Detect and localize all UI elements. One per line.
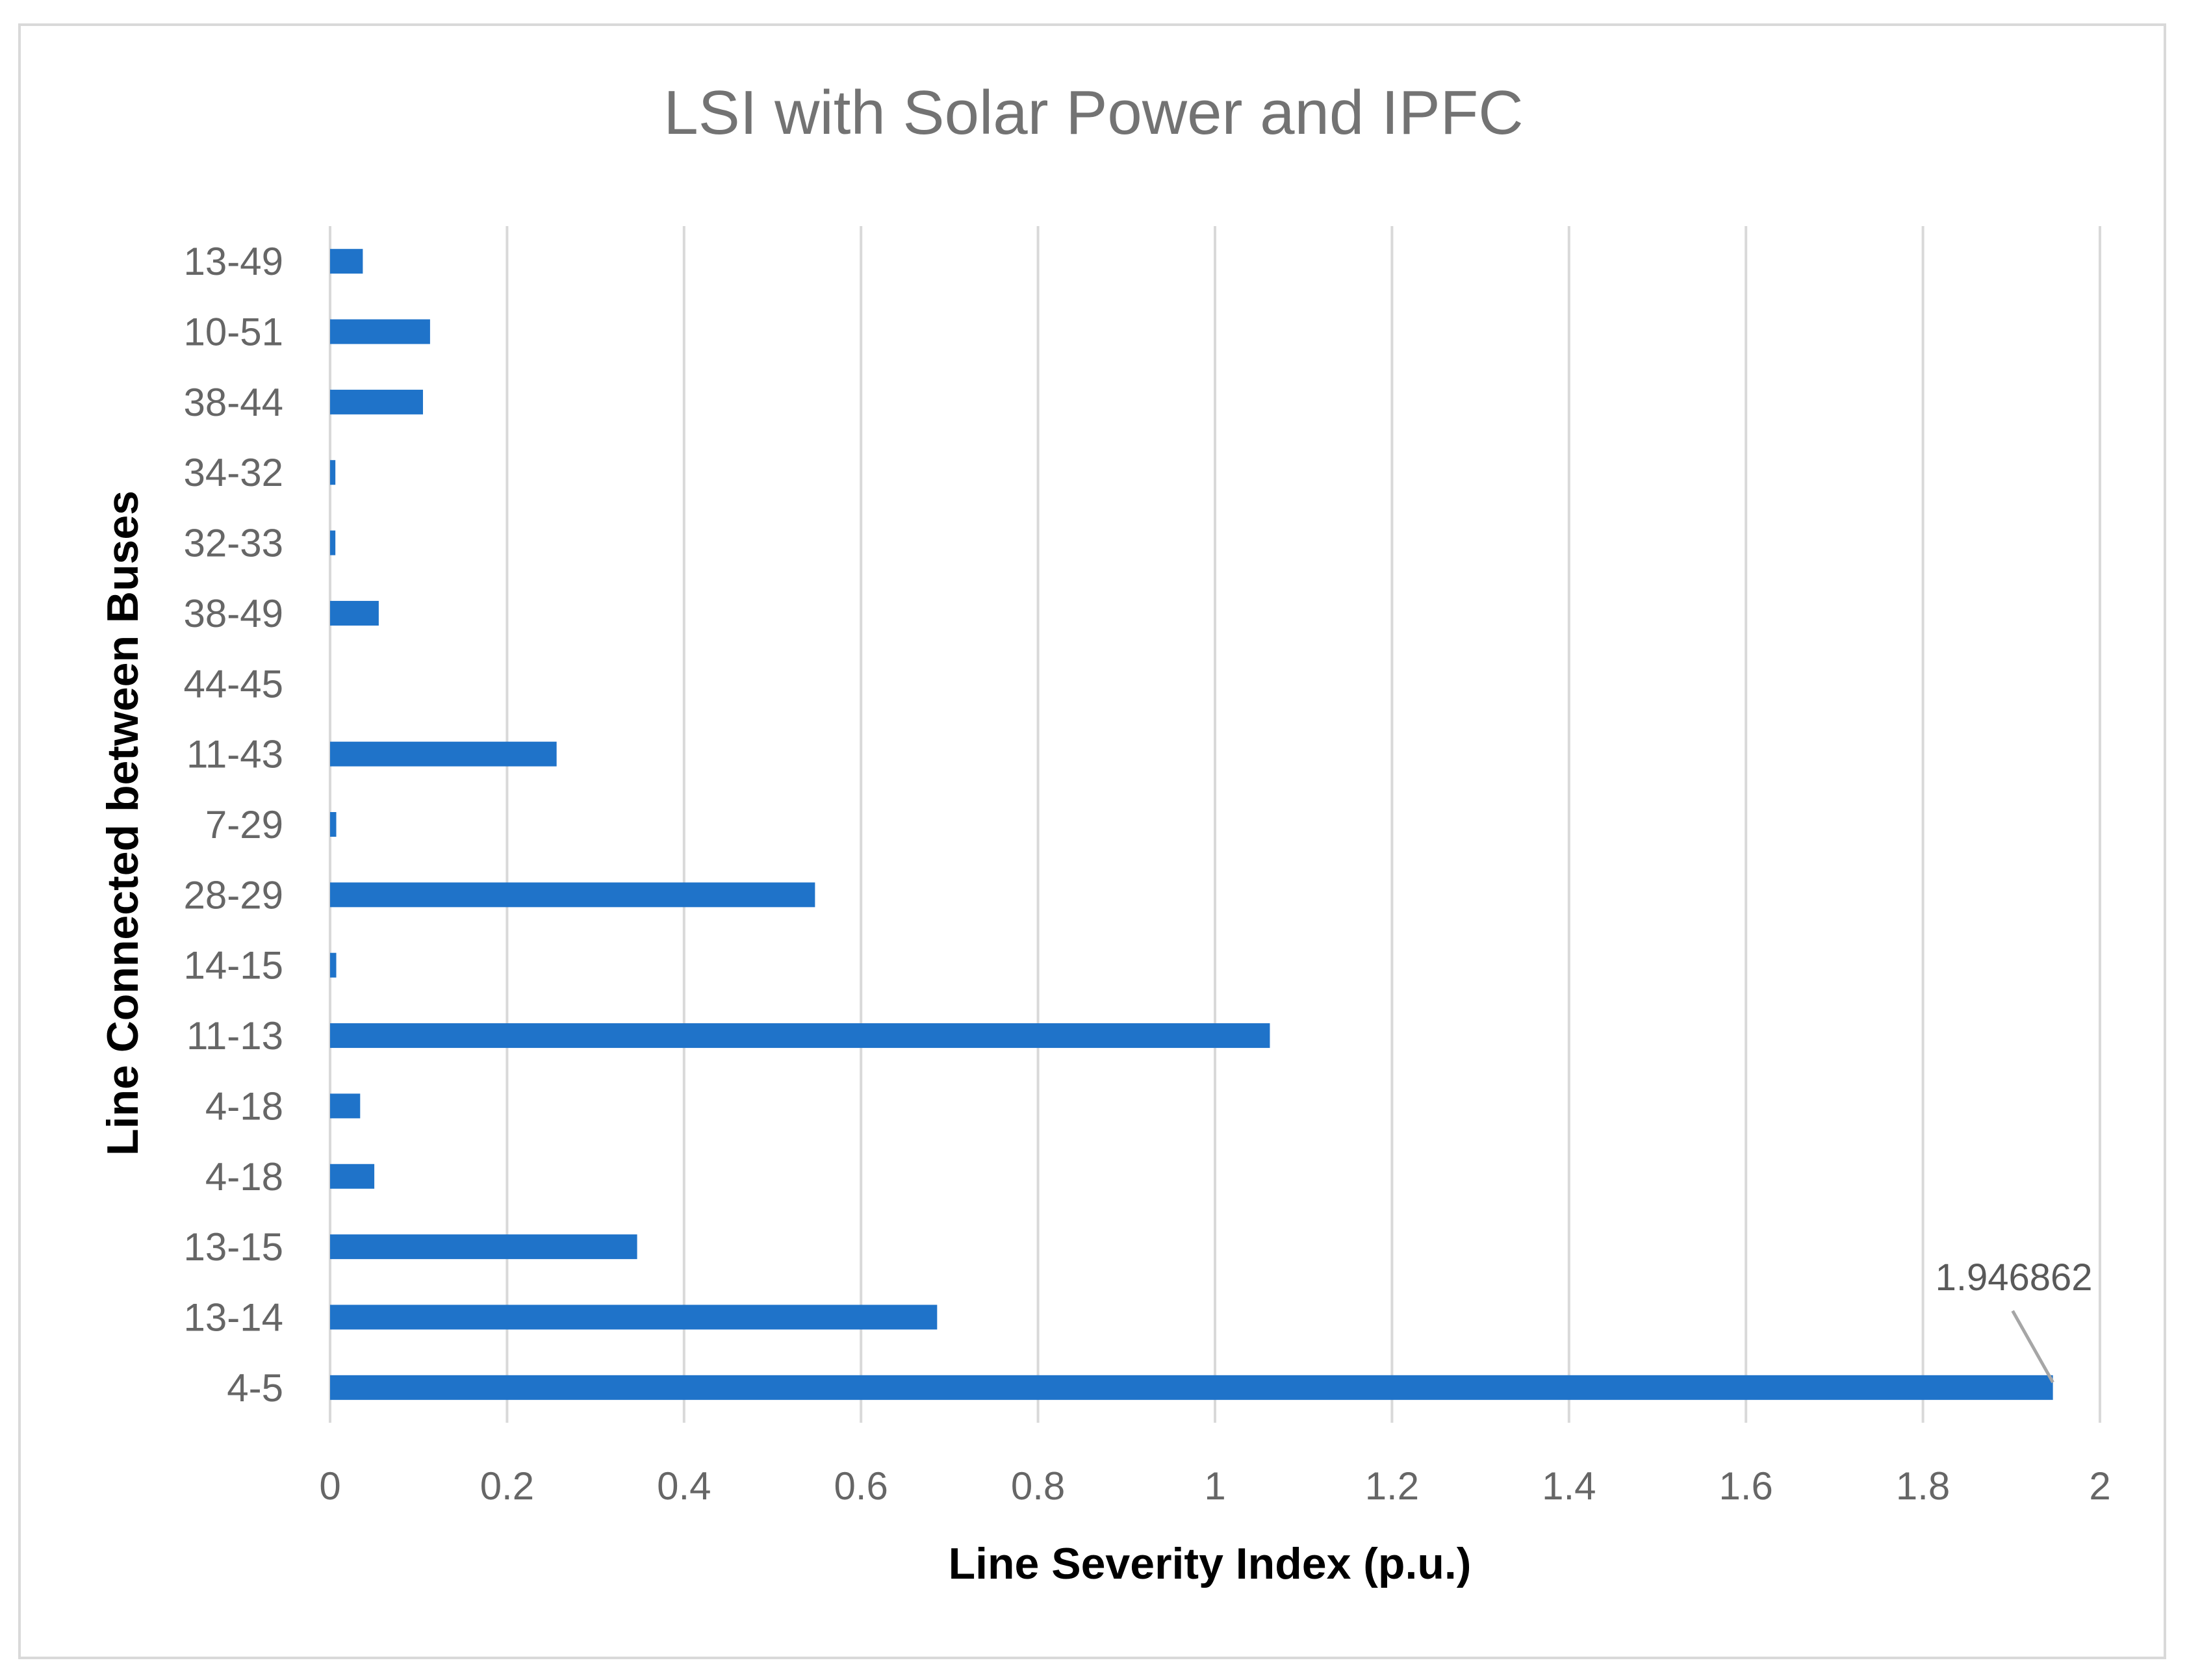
- y-tick-label: 13-49: [184, 240, 283, 283]
- x-tick-label: 1.6: [1719, 1464, 1772, 1508]
- x-tick-label: 0.2: [480, 1464, 534, 1508]
- y-tick-label: 10-51: [184, 311, 283, 354]
- y-tick-label: 4-18: [205, 1084, 283, 1128]
- bar: [330, 389, 424, 414]
- bar: [330, 1234, 637, 1260]
- data-label-leader-line: [2011, 1310, 2054, 1384]
- bar: [330, 460, 336, 485]
- x-tick-label: 0.6: [834, 1464, 888, 1508]
- x-tick-label: 1.4: [1542, 1464, 1596, 1508]
- bar: [330, 952, 337, 978]
- x-tick-label: 0.8: [1011, 1464, 1065, 1508]
- x-tick-label: 0.4: [657, 1464, 711, 1508]
- y-tick-label: 44-45: [184, 662, 283, 706]
- y-tick-label: 4-18: [205, 1155, 283, 1199]
- y-tick-label: 32-33: [184, 522, 283, 565]
- y-tick-label: 38-49: [184, 592, 283, 635]
- y-tick-labels: 4-5 13-14 13-15 4-18 4-18 11-13 14-15 28-29 7-29…: [184, 240, 283, 1410]
- data-label-group: 1.946862: [1936, 1256, 2093, 1384]
- y-tick-label: 11-13: [186, 1014, 283, 1058]
- y-tick-label: 11-43: [186, 733, 283, 776]
- y-tick-label: 4-5: [227, 1366, 283, 1410]
- bar: [330, 600, 379, 626]
- x-tick-label: 1.8: [1896, 1464, 1950, 1508]
- bar: [330, 1093, 361, 1119]
- bar: [330, 1375, 2053, 1400]
- x-tick-label: 1.2: [1365, 1464, 1419, 1508]
- x-tick-label: 0: [319, 1464, 340, 1508]
- y-tick-label: 38-44: [184, 381, 283, 424]
- y-tick-label: 28-29: [184, 873, 283, 917]
- y-tick-label: 7-29: [205, 803, 283, 846]
- y-tick-label: 13-15: [184, 1225, 283, 1269]
- x-tick-label: 2: [2089, 1464, 2110, 1508]
- x-tick-label: 1: [1204, 1464, 1225, 1508]
- bar: [330, 1023, 1270, 1049]
- y-tick-label: 13-14: [184, 1295, 283, 1339]
- bar: [330, 319, 430, 344]
- bar: [330, 812, 337, 837]
- x-axis-title: Line Severity Index (p.u.): [949, 1539, 1472, 1588]
- bars: [330, 249, 2053, 1400]
- bar: [330, 882, 815, 908]
- gridlines: [329, 226, 2101, 1423]
- y-tick-label: 34-32: [184, 451, 283, 494]
- chart-title: LSI with Solar Power and IPFC: [663, 78, 1523, 147]
- bar: [330, 741, 557, 767]
- bar: [330, 530, 336, 555]
- bar: [330, 1305, 938, 1330]
- data-label: 1.946862: [1936, 1256, 2093, 1299]
- bar: [330, 1164, 375, 1189]
- y-axis-title: Line Connected between Buses: [98, 490, 147, 1156]
- y-tick-label: 14-15: [184, 944, 283, 987]
- x-tick-labels: 0 0.2 0.4 0.6 0.8 1 1.2 1.4 1.6 1.8 2: [319, 1464, 2110, 1508]
- bar: [330, 249, 363, 274]
